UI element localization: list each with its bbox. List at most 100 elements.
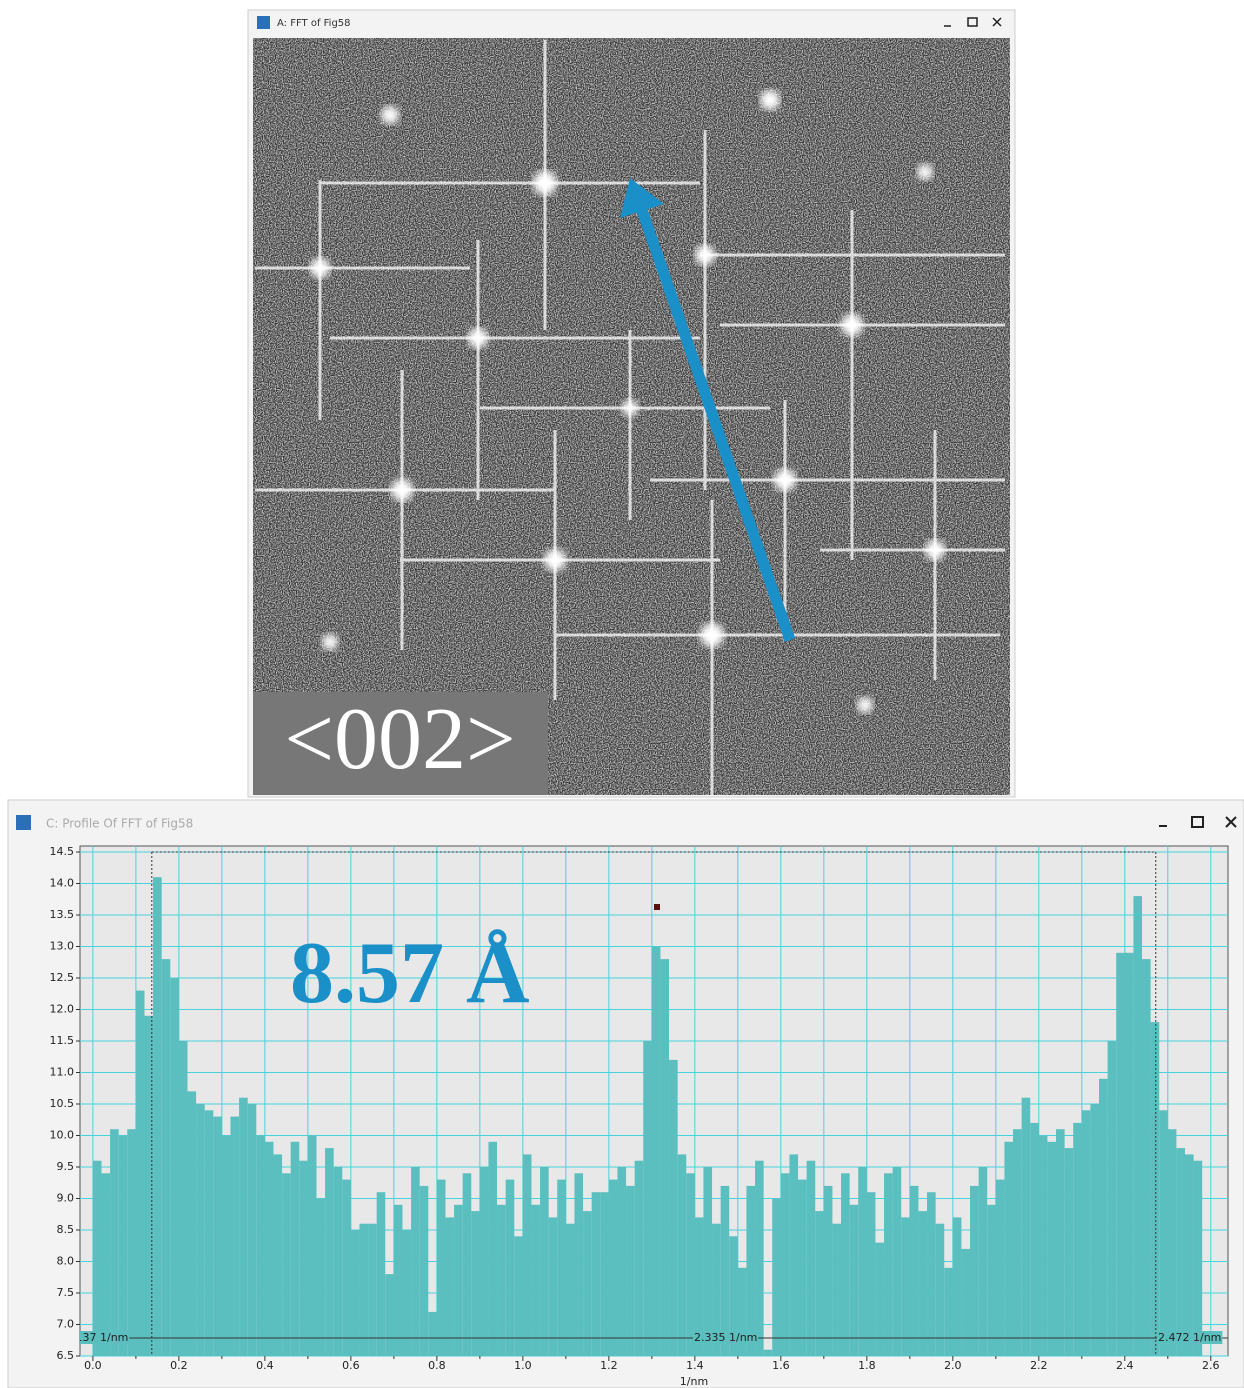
bar [600, 1192, 609, 1356]
y-tick-label: 11.0 [50, 1066, 75, 1079]
y-tick-label: 10.5 [50, 1097, 75, 1110]
bar [187, 1091, 196, 1356]
bar [119, 1136, 128, 1357]
bar [1039, 1136, 1048, 1357]
bar [170, 978, 179, 1356]
bar [428, 1312, 437, 1356]
bar [153, 877, 162, 1356]
x-tick-label: 1.2 [600, 1359, 618, 1372]
bar [1125, 953, 1134, 1356]
x-tick-label: 0.6 [342, 1359, 360, 1372]
y-tick-label: 12.5 [50, 971, 75, 984]
bar [463, 1173, 472, 1356]
bar [944, 1268, 953, 1356]
bar [1073, 1123, 1082, 1356]
bar [1056, 1129, 1065, 1356]
bar [179, 1041, 188, 1356]
y-tick-label: 8.5 [57, 1223, 75, 1236]
bar [497, 1205, 506, 1356]
bar [660, 959, 669, 1356]
bar [540, 1167, 549, 1356]
x-tick-label: 0.2 [170, 1359, 188, 1372]
bar [342, 1180, 351, 1356]
x-tick-label: 1.0 [514, 1359, 532, 1372]
fft-window: A: FFT of Fig58 <002> [248, 10, 1015, 797]
bar [1142, 959, 1151, 1356]
zone-label: <002> [284, 691, 515, 788]
bar [996, 1180, 1005, 1356]
bar [445, 1217, 454, 1356]
bar [402, 1230, 411, 1356]
bar [368, 1224, 377, 1356]
bar [815, 1211, 824, 1356]
bar [506, 1180, 515, 1356]
bar [901, 1217, 910, 1356]
bar [480, 1167, 489, 1356]
x-tick-label: 1.4 [686, 1359, 704, 1372]
bar [635, 1161, 644, 1356]
bar [127, 1129, 136, 1356]
x-tick-label: 1.8 [858, 1359, 876, 1372]
window-title: C: Profile Of FFT of Fig58 [46, 817, 193, 831]
bar [858, 1167, 867, 1356]
bar [979, 1167, 988, 1356]
bar [557, 1180, 566, 1356]
bar [454, 1205, 463, 1356]
bar [196, 1104, 205, 1356]
bar [1082, 1110, 1091, 1356]
bar [936, 1224, 945, 1356]
bar [1099, 1079, 1108, 1356]
x-tick-label: 2.0 [944, 1359, 962, 1372]
bar [93, 1161, 102, 1356]
bar [1022, 1098, 1031, 1356]
bar [256, 1136, 265, 1357]
bar [351, 1230, 360, 1356]
bar [101, 1173, 110, 1356]
bar [239, 1098, 248, 1356]
bar [549, 1217, 558, 1356]
bar [686, 1173, 695, 1356]
bar [789, 1154, 798, 1356]
bar [626, 1186, 635, 1356]
bar [1168, 1129, 1177, 1356]
bar [136, 991, 145, 1356]
bar [755, 1161, 764, 1356]
bar [1159, 1110, 1168, 1356]
bar [1133, 896, 1142, 1356]
bar [523, 1154, 532, 1356]
y-tick-label: 7.0 [57, 1318, 75, 1331]
bar [488, 1142, 497, 1356]
bar [832, 1224, 841, 1356]
bar [162, 959, 171, 1356]
bar [841, 1173, 850, 1356]
y-tick-label: 14.0 [50, 877, 75, 890]
x-tick-label: 0.0 [84, 1359, 102, 1372]
bar [910, 1186, 919, 1356]
bar [583, 1211, 592, 1356]
bar [703, 1167, 712, 1356]
bar [893, 1167, 902, 1356]
bar [1176, 1148, 1185, 1356]
bar [643, 1041, 652, 1356]
x-tick-label: 2.6 [1202, 1359, 1220, 1372]
bar [574, 1173, 583, 1356]
bar [1151, 1022, 1160, 1356]
bar [609, 1180, 618, 1356]
bar [987, 1205, 996, 1356]
bar [953, 1217, 962, 1356]
bar [308, 1136, 317, 1357]
bar [918, 1211, 927, 1356]
bar [248, 1104, 257, 1356]
bar [875, 1243, 884, 1356]
bar [617, 1167, 626, 1356]
bar [265, 1142, 274, 1356]
bar [566, 1224, 575, 1356]
bar [1194, 1161, 1203, 1356]
bar [1116, 953, 1125, 1356]
x-tick-label: 1.6 [772, 1359, 790, 1372]
x-tick-label: 2.2 [1030, 1359, 1048, 1372]
measure-label: 2.335 1/nm [694, 1331, 757, 1344]
bar [927, 1192, 936, 1356]
y-tick-label: 11.5 [50, 1034, 75, 1047]
bar [1065, 1148, 1074, 1356]
